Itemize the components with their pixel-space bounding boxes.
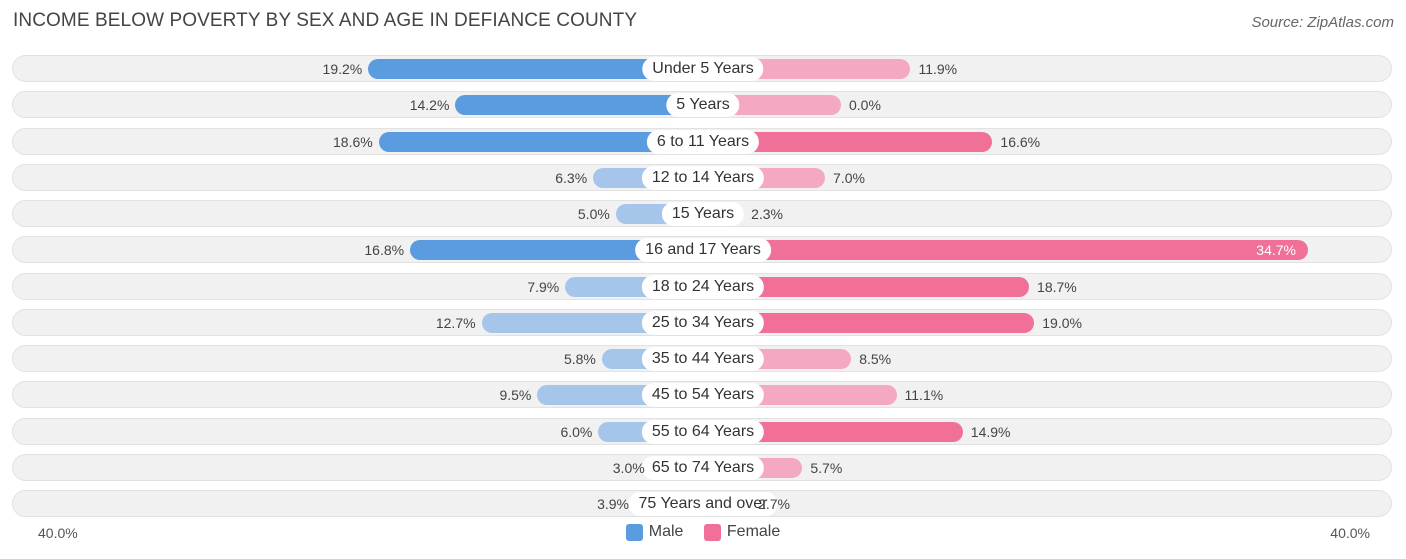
legend-label-female: Female: [726, 523, 781, 540]
bar-female[interactable]: [703, 421, 963, 442]
category-label: 75 Years and over: [628, 491, 778, 516]
category-label: Under 5 Years: [642, 56, 764, 81]
value-label-male: 19.2%: [322, 60, 363, 77]
axis-left-label: 40.0%: [38, 525, 78, 541]
legend-label-male: Male: [648, 523, 684, 540]
category-label: 12 to 14 Years: [641, 165, 765, 190]
value-label-female: 2.3%: [751, 205, 784, 222]
value-label-female: 5.7%: [810, 459, 843, 476]
bar-female[interactable]: [703, 131, 993, 152]
category-label: 65 to 74 Years: [641, 455, 765, 480]
value-label-male: 7.9%: [527, 278, 560, 295]
bar-female[interactable]: [703, 312, 1035, 333]
category-label: 45 to 54 Years: [641, 382, 765, 407]
value-label-male: 3.0%: [612, 459, 645, 476]
value-label-male: 5.8%: [563, 350, 596, 367]
value-label-female: 2.7%: [758, 495, 790, 512]
category-label: 35 to 44 Years: [641, 346, 765, 371]
value-label-male: 18.6%: [333, 133, 373, 150]
bar-female[interactable]: [703, 239, 1308, 260]
category-label: 5 Years: [666, 92, 740, 117]
chart-source: Source: ZipAtlas.com: [1251, 14, 1394, 31]
legend-item-male[interactable]: Male: [625, 523, 684, 541]
axis-right-label: 40.0%: [1330, 525, 1370, 541]
value-label-female: 0.0%: [849, 96, 881, 113]
category-label: 15 Years: [661, 201, 745, 226]
value-label-female: 14.9%: [970, 423, 1011, 440]
value-label-male: 12.7%: [435, 314, 476, 331]
value-label-male: 6.3%: [555, 169, 588, 186]
value-label-male: 14.2%: [409, 96, 450, 113]
value-label-male: 9.5%: [499, 386, 532, 403]
value-label-female: 8.5%: [859, 350, 892, 367]
legend: Male Female: [0, 523, 1406, 546]
bar-female[interactable]: [703, 276, 1030, 297]
legend-swatch-male: [625, 523, 643, 541]
value-label-female: 19.0%: [1042, 314, 1082, 331]
value-label-female: 34.7%: [1256, 241, 1296, 258]
legend-swatch-female: [703, 523, 721, 541]
bar-male[interactable]: [455, 94, 703, 115]
category-label: 25 to 34 Years: [641, 310, 765, 335]
value-label-male: 6.0%: [560, 423, 593, 440]
bar-male[interactable]: [410, 239, 703, 260]
value-label-female: 16.6%: [1000, 133, 1041, 150]
value-label-female: 7.0%: [833, 169, 865, 186]
category-label: 6 to 11 Years: [646, 129, 760, 154]
value-label-female: 18.7%: [1037, 278, 1077, 295]
value-label-male: 16.8%: [364, 241, 405, 258]
category-label: 16 and 17 Years: [635, 237, 771, 262]
legend-item-female[interactable]: Female: [703, 523, 781, 541]
chart-title: INCOME BELOW POVERTY BY SEX AND AGE IN D…: [13, 10, 638, 31]
bar-male[interactable]: [368, 58, 703, 79]
value-label-female: 11.9%: [918, 60, 958, 77]
category-label: 55 to 64 Years: [641, 419, 765, 444]
bar-male[interactable]: [378, 131, 703, 152]
value-label-female: 11.1%: [904, 386, 944, 403]
value-label-male: 5.0%: [577, 205, 610, 222]
category-label: 18 to 24 Years: [641, 274, 765, 299]
value-label-male: 3.9%: [597, 495, 629, 512]
